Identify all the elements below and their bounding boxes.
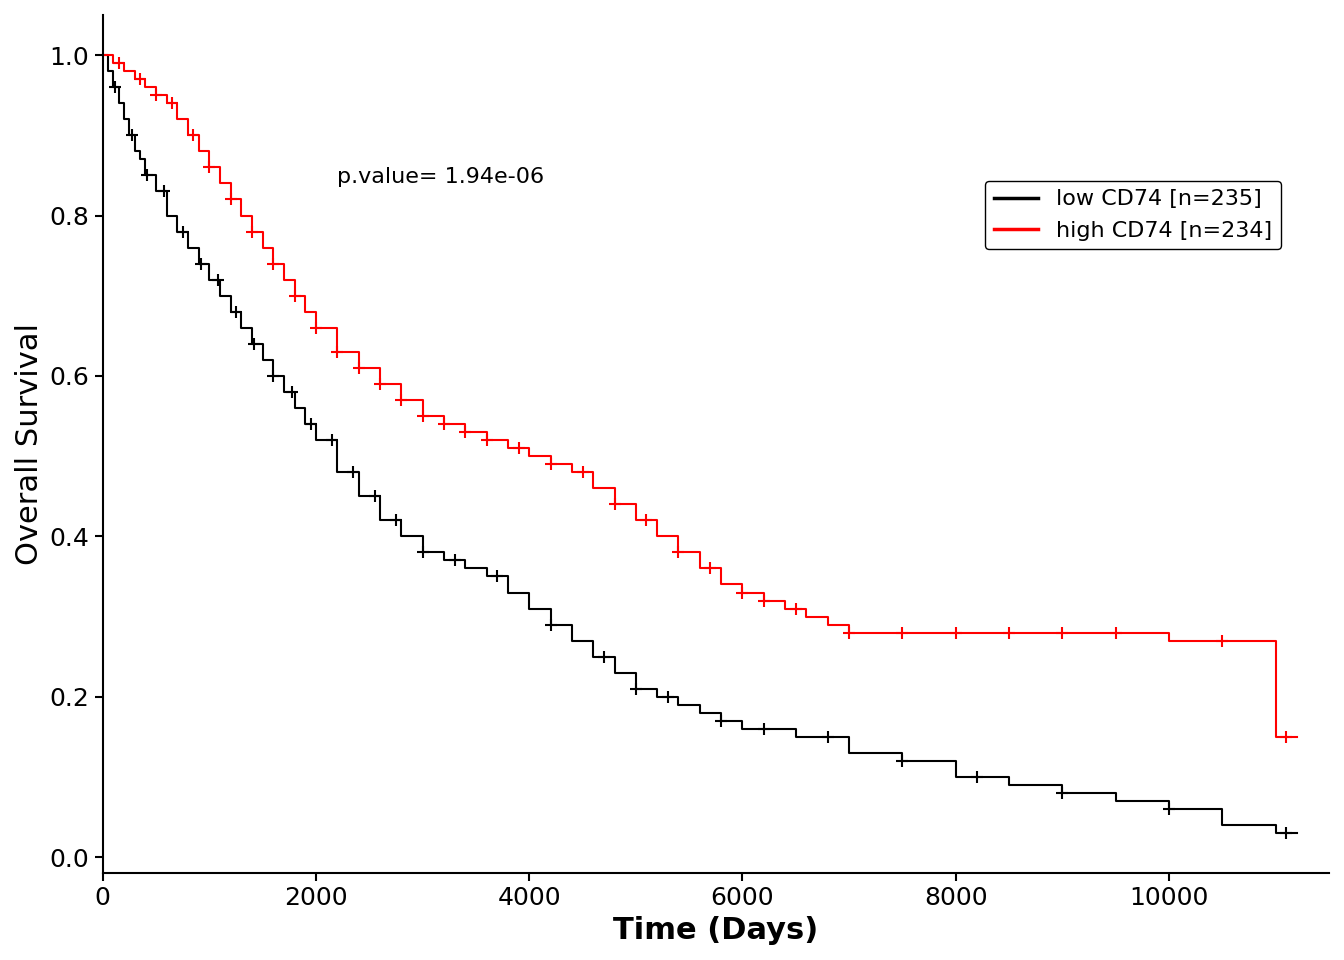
low CD74 [n=235] bbox=[94, 49, 110, 60]
X-axis label: Time (Days): Time (Days) bbox=[613, 916, 818, 945]
high CD74 [n=234] bbox=[234, 210, 250, 222]
high CD74 [n=234] bbox=[1267, 732, 1284, 743]
Line: low CD74 [n=235]: low CD74 [n=235] bbox=[102, 55, 1297, 833]
Text: p.value= 1.94e-06: p.value= 1.94e-06 bbox=[337, 167, 544, 187]
high CD74 [n=234] bbox=[94, 49, 110, 60]
high CD74 [n=234] bbox=[159, 98, 175, 109]
low CD74 [n=235] bbox=[563, 635, 579, 646]
low CD74 [n=235] bbox=[1289, 828, 1305, 839]
high CD74 [n=234] bbox=[202, 161, 218, 173]
high CD74 [n=234] bbox=[1183, 635, 1199, 646]
high CD74 [n=234] bbox=[308, 322, 324, 333]
low CD74 [n=235] bbox=[99, 65, 116, 77]
low CD74 [n=235] bbox=[265, 371, 281, 382]
high CD74 [n=234] bbox=[1289, 732, 1305, 743]
Line: high CD74 [n=234]: high CD74 [n=234] bbox=[102, 55, 1297, 737]
Y-axis label: Overall Survival: Overall Survival bbox=[15, 324, 44, 565]
low CD74 [n=235] bbox=[521, 603, 538, 614]
low CD74 [n=235] bbox=[692, 708, 708, 719]
low CD74 [n=235] bbox=[1267, 828, 1284, 839]
high CD74 [n=234] bbox=[1001, 627, 1017, 638]
Legend: low CD74 [n=235], high CD74 [n=234]: low CD74 [n=235], high CD74 [n=234] bbox=[985, 180, 1281, 250]
low CD74 [n=235] bbox=[457, 563, 473, 574]
